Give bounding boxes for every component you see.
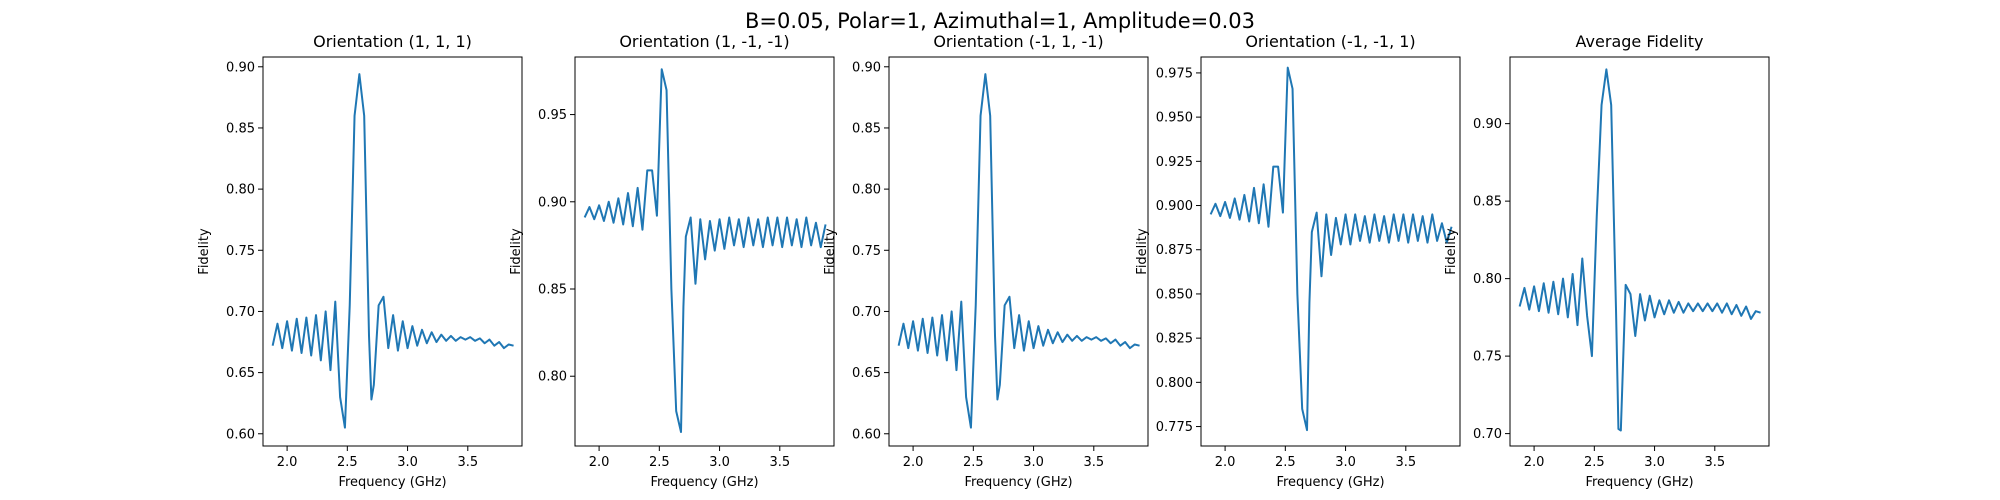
y-tick-label: 0.950 — [1156, 111, 1193, 126]
x-axis-label: Frequency (GHz) — [1585, 475, 1693, 490]
x-tick-label: 2.5 — [1584, 455, 1605, 470]
x-tick-label: 3.5 — [457, 455, 478, 470]
figure-title: B=0.05, Polar=1, Azimuthal=1, Amplitude=… — [745, 9, 1255, 33]
x-tick-label: 2.5 — [649, 455, 670, 470]
x-tick-label: 2.5 — [963, 455, 984, 470]
plot-frame — [1509, 56, 1770, 447]
y-tick-label: 0.85 — [538, 283, 567, 298]
y-tick-label: 0.80 — [852, 183, 881, 198]
y-tick-label: 0.90 — [538, 195, 567, 210]
x-tick-label: 3.0 — [1335, 455, 1356, 470]
x-tick-label: 3.0 — [397, 455, 418, 470]
x-tick-label: 2.0 — [903, 455, 924, 470]
plot-frame — [262, 56, 523, 447]
y-tick-label: 0.75 — [1473, 350, 1502, 365]
y-tick-label: 0.825 — [1156, 332, 1193, 347]
y-tick-label: 0.80 — [226, 183, 255, 198]
x-tick-label: 2.5 — [1275, 455, 1296, 470]
y-tick-label: 0.875 — [1156, 243, 1193, 258]
x-axis-label: Frequency (GHz) — [964, 475, 1072, 490]
series-line — [1209, 66, 1453, 432]
y-axis-label: Fidelity — [1135, 228, 1150, 275]
series-line — [583, 68, 827, 434]
plot-frame — [888, 56, 1149, 447]
y-tick-label: 0.900 — [1156, 199, 1193, 214]
x-axis-label: Frequency (GHz) — [650, 475, 758, 490]
panel-4: 2.0 2.5 3.0 3.5 0.775 0.800 0.825 0.850 0.875 0.9… — [1135, 32, 1461, 490]
y-tick-label: 0.800 — [1156, 376, 1193, 391]
y-tick-label: 0.85 — [852, 121, 881, 136]
x-tick-label: 2.0 — [277, 455, 298, 470]
x-tick-label: 3.5 — [1704, 455, 1725, 470]
x-tick-label: 2.5 — [337, 455, 358, 470]
x-tick-label: 3.5 — [769, 455, 790, 470]
y-tick-label: 0.90 — [852, 60, 881, 75]
y-tick-label: 0.80 — [1473, 272, 1502, 287]
y-tick-label: 0.85 — [1473, 195, 1502, 210]
x-tick-label: 2.0 — [1215, 455, 1236, 470]
panel-title: Average Fidelity — [1576, 32, 1704, 51]
series-line — [271, 73, 514, 429]
y-tick-label: 0.75 — [226, 244, 255, 259]
y-axis-label: Fidelity — [509, 228, 524, 275]
y-tick-label: 0.90 — [1473, 117, 1502, 132]
series-line — [1518, 68, 1761, 432]
y-tick-label: 0.60 — [852, 427, 881, 442]
x-tick-label: 2.0 — [589, 455, 610, 470]
x-tick-label: 3.0 — [1644, 455, 1665, 470]
panel-1: 2.0 2.5 3.0 3.5 0.60 0.65 0.70 0.75 0.80 0.85 0.90… — [197, 32, 523, 490]
y-tick-label: 0.75 — [852, 244, 881, 259]
y-tick-label: 0.65 — [852, 366, 881, 381]
y-axis-label: Fidelity — [1444, 228, 1459, 275]
panel-2: 2.0 2.5 3.0 3.5 0.80 0.85 0.90 0.95 Orientation … — [509, 32, 835, 490]
panel-title: Orientation (1, 1, 1) — [313, 32, 472, 51]
y-axis-label: Fidelity — [823, 228, 838, 275]
x-tick-label: 3.0 — [1023, 455, 1044, 470]
y-tick-label: 0.60 — [226, 427, 255, 442]
y-tick-label: 0.65 — [226, 366, 255, 381]
x-tick-label: 3.5 — [1395, 455, 1416, 470]
panel-title: Orientation (-1, -1, 1) — [1245, 32, 1415, 51]
y-tick-label: 0.70 — [226, 305, 255, 320]
panel-3: 2.0 2.5 3.0 3.5 0.60 0.65 0.70 0.75 0.80 0.85 0.90… — [823, 32, 1149, 490]
x-tick-label: 3.5 — [1083, 455, 1104, 470]
x-axis-label: Frequency (GHz) — [338, 475, 446, 490]
y-tick-label: 0.95 — [538, 108, 567, 123]
x-axis-label: Frequency (GHz) — [1276, 475, 1384, 490]
y-tick-label: 0.85 — [226, 121, 255, 136]
y-tick-label: 0.775 — [1156, 420, 1193, 435]
y-tick-label: 0.80 — [538, 370, 567, 385]
x-tick-label: 2.0 — [1524, 455, 1545, 470]
y-tick-label: 0.850 — [1156, 287, 1193, 302]
panel-title: Orientation (-1, 1, -1) — [933, 32, 1103, 51]
y-tick-label: 0.975 — [1156, 66, 1193, 81]
x-tick-label: 3.0 — [709, 455, 730, 470]
y-tick-label: 0.70 — [852, 305, 881, 320]
plot-frame — [574, 56, 835, 447]
y-axis-label: Fidelity — [197, 228, 212, 275]
y-tick-label: 0.70 — [1473, 427, 1502, 442]
series-line — [897, 73, 1140, 429]
plot-frame — [1200, 56, 1461, 447]
y-tick-label: 0.90 — [226, 60, 255, 75]
panel-title: Orientation (1, -1, -1) — [619, 32, 789, 51]
y-tick-label: 0.925 — [1156, 155, 1193, 170]
panel-5: 2.0 2.5 3.0 3.5 0.70 0.75 0.80 0.85 0.90 Average … — [1444, 32, 1770, 490]
